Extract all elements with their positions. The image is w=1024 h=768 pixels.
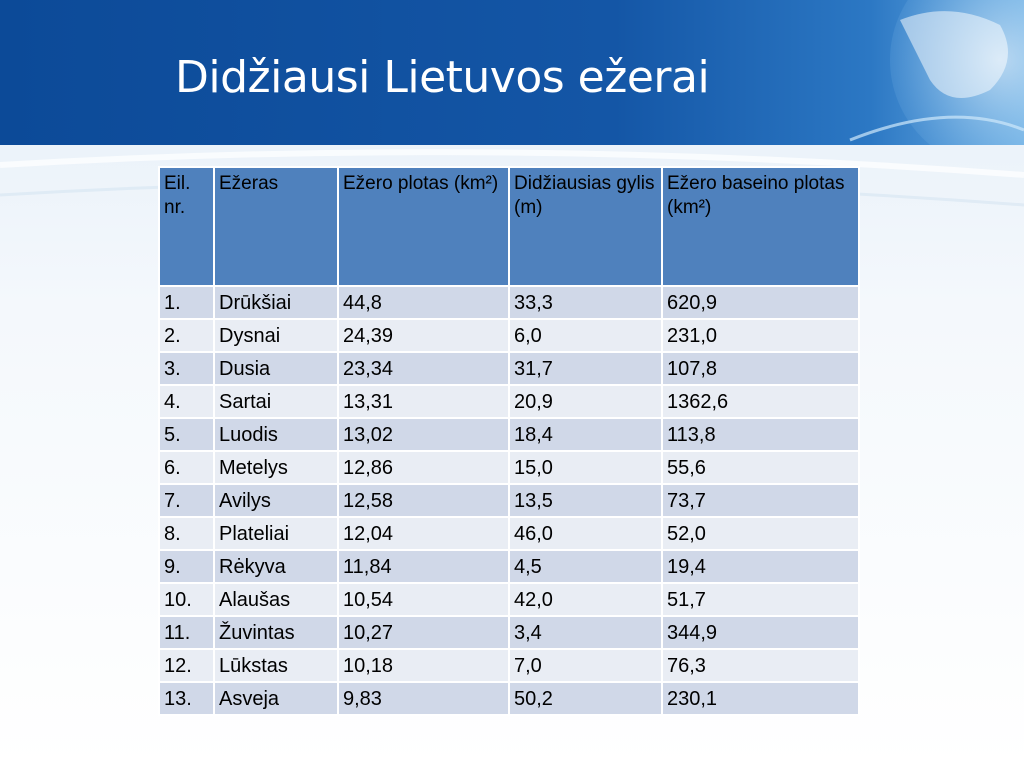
table-cell: 9,83 xyxy=(337,681,510,716)
table-cell: Plateliai xyxy=(213,516,339,551)
table-cell: Rėkyva xyxy=(213,549,339,584)
column-header: Ežero plotas (km²) xyxy=(337,166,510,287)
table-cell: 12,04 xyxy=(337,516,510,551)
table-cell: 51,7 xyxy=(661,582,860,617)
table-row: 7. Avilys 12,58 13,5 73,7 xyxy=(158,483,860,518)
table-row: 6. Metelys 12,86 15,0 55,6 xyxy=(158,450,860,485)
table-cell: 50,2 xyxy=(508,681,663,716)
table-cell: 2. xyxy=(158,318,215,353)
table-cell: 13,02 xyxy=(337,417,510,452)
table-cell: 12,58 xyxy=(337,483,510,518)
table-row: 1. Drūkšiai 44,8 33,3 620,9 xyxy=(158,285,860,320)
table-row: 8. Plateliai 12,04 46,0 52,0 xyxy=(158,516,860,551)
table-row: 11. Žuvintas 10,27 3,4 344,9 xyxy=(158,615,860,650)
table-cell: 11. xyxy=(158,615,215,650)
column-header: Ežero baseino plotas (km²) xyxy=(661,166,860,287)
table-cell: 13. xyxy=(158,681,215,716)
table-row: 2. Dysnai 24,39 6,0 231,0 xyxy=(158,318,860,353)
table-cell: 52,0 xyxy=(661,516,860,551)
table-cell: 11,84 xyxy=(337,549,510,584)
column-header: Ežeras xyxy=(213,166,339,287)
table-cell: Sartai xyxy=(213,384,339,419)
table-cell: 3,4 xyxy=(508,615,663,650)
table-cell: 7,0 xyxy=(508,648,663,683)
table-cell: 5. xyxy=(158,417,215,452)
table-cell: 73,7 xyxy=(661,483,860,518)
table-cell: Asveja xyxy=(213,681,339,716)
table-cell: Lūkstas xyxy=(213,648,339,683)
table-cell: 12,86 xyxy=(337,450,510,485)
table-cell: 4,5 xyxy=(508,549,663,584)
table-cell: 33,3 xyxy=(508,285,663,320)
table-cell: 6,0 xyxy=(508,318,663,353)
table-cell: 19,4 xyxy=(661,549,860,584)
table-cell: 24,39 xyxy=(337,318,510,353)
table-cell: 13,31 xyxy=(337,384,510,419)
table-row: 9. Rėkyva 11,84 4,5 19,4 xyxy=(158,549,860,584)
table-cell: 20,9 xyxy=(508,384,663,419)
globe-decoration xyxy=(849,0,1024,145)
table-cell: 231,0 xyxy=(661,318,860,353)
table-cell: 620,9 xyxy=(661,285,860,320)
table-cell: 107,8 xyxy=(661,351,860,386)
table-row: 12. Lūkstas 10,18 7,0 76,3 xyxy=(158,648,860,683)
table-cell: 7. xyxy=(158,483,215,518)
slide-title: Didžiausi Lietuvos ežerai xyxy=(175,52,710,103)
table-cell: 15,0 xyxy=(508,450,663,485)
table-cell: 42,0 xyxy=(508,582,663,617)
table-cell: Dusia xyxy=(213,351,339,386)
table-row: 10. Alaušas 10,54 42,0 51,7 xyxy=(158,582,860,617)
table-cell: 8. xyxy=(158,516,215,551)
table-cell: Metelys xyxy=(213,450,339,485)
column-header: Didžiausias gylis (m) xyxy=(508,166,663,287)
table-cell: 13,5 xyxy=(508,483,663,518)
column-header: Eil. nr. xyxy=(158,166,215,287)
table-row: 4. Sartai 13,31 20,9 1362,6 xyxy=(158,384,860,419)
table-cell: 44,8 xyxy=(337,285,510,320)
table-cell: Alaušas xyxy=(213,582,339,617)
table-cell: 76,3 xyxy=(661,648,860,683)
table-cell: Žuvintas xyxy=(213,615,339,650)
table-cell: 12. xyxy=(158,648,215,683)
table-cell: 9. xyxy=(158,549,215,584)
table-cell: 6. xyxy=(158,450,215,485)
table-row: 13. Asveja 9,83 50,2 230,1 xyxy=(158,681,860,716)
table-cell: 1362,6 xyxy=(661,384,860,419)
table-cell: 10. xyxy=(158,582,215,617)
table-cell: 10,27 xyxy=(337,615,510,650)
table-cell: 344,9 xyxy=(661,615,860,650)
table-cell: Avilys xyxy=(213,483,339,518)
table-cell: 4. xyxy=(158,384,215,419)
table-row: 3. Dusia 23,34 31,7 107,8 xyxy=(158,351,860,386)
title-band xyxy=(0,0,1024,145)
lakes-table: Eil. nr. Ežeras Ežero plotas (km²) Didžiaus… xyxy=(158,166,860,716)
table-cell: Luodis xyxy=(213,417,339,452)
table-cell: 55,6 xyxy=(661,450,860,485)
table-cell: 230,1 xyxy=(661,681,860,716)
table-cell: 23,34 xyxy=(337,351,510,386)
table-cell: Drūkšiai xyxy=(213,285,339,320)
table-cell: 18,4 xyxy=(508,417,663,452)
table-cell: Dysnai xyxy=(213,318,339,353)
table-cell: 46,0 xyxy=(508,516,663,551)
table-row: 5. Luodis 13,02 18,4 113,8 xyxy=(158,417,860,452)
table-cell: 10,54 xyxy=(337,582,510,617)
table-cell: 3. xyxy=(158,351,215,386)
table-cell: 113,8 xyxy=(661,417,860,452)
table-cell: 31,7 xyxy=(508,351,663,386)
table-cell: 10,18 xyxy=(337,648,510,683)
table-cell: 1. xyxy=(158,285,215,320)
